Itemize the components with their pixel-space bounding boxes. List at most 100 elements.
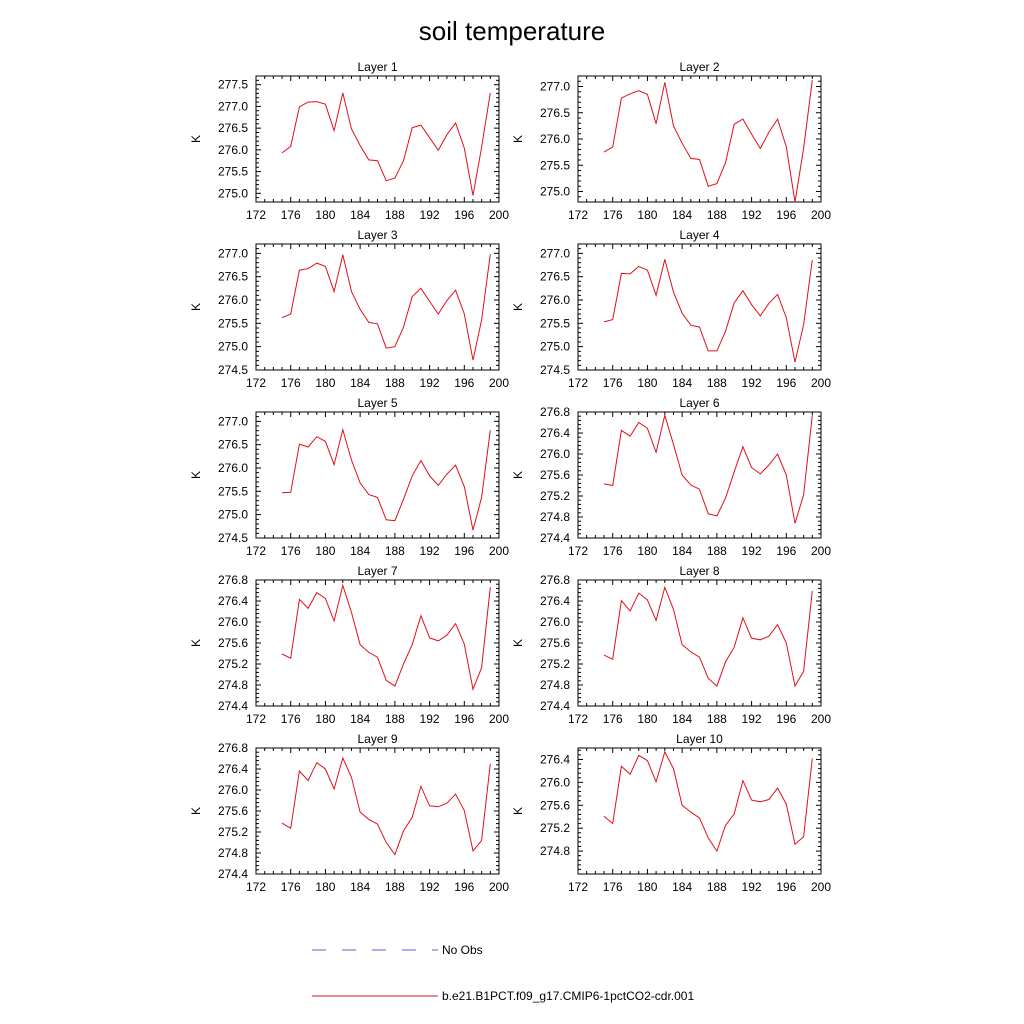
x-tick-label: 196	[454, 544, 474, 558]
y-axis-label: K	[511, 639, 525, 647]
y-tick-label: 275.6	[540, 636, 570, 650]
y-tick-label: 276.4	[540, 594, 570, 608]
y-tick-label: 277.0	[540, 246, 570, 260]
x-tick-label: 172	[568, 544, 588, 558]
x-tick-label: 184	[350, 376, 370, 390]
x-tick-label: 184	[350, 712, 370, 726]
legend-item-2: b.e21.B1PCT.f09_g17.CMIP6-1pctCO2-cdr.00…	[312, 989, 694, 1003]
x-tick-label: 172	[568, 376, 588, 390]
x-tick-label: 180	[637, 712, 657, 726]
y-tick-label: 276.8	[540, 405, 570, 419]
y-tick-label: 275.2	[218, 657, 248, 671]
panel-title: Layer 5	[357, 396, 397, 410]
y-tick-label: 275.0	[540, 340, 570, 354]
y-tick-label: 274.8	[218, 678, 248, 692]
x-tick-label: 188	[707, 208, 727, 222]
y-tick-label: 276.0	[540, 775, 570, 789]
legend-label: b.e21.B1PCT.f09_g17.CMIP6-1pctCO2-cdr.00…	[442, 989, 694, 1003]
y-axis-label: K	[511, 471, 525, 479]
x-tick-label: 196	[776, 712, 796, 726]
y-tick-label: 274.5	[218, 363, 248, 377]
x-tick-label: 188	[707, 544, 727, 558]
y-tick-label: 275.6	[540, 798, 570, 812]
y-tick-label: 275.6	[540, 468, 570, 482]
x-tick-label: 180	[315, 712, 335, 726]
panel-title: Layer 7	[357, 564, 397, 578]
x-tick-label: 188	[385, 376, 405, 390]
y-tick-label: 276.4	[540, 426, 570, 440]
x-tick-label: 176	[603, 712, 623, 726]
y-tick-label: 277.0	[540, 80, 570, 94]
x-tick-label: 172	[246, 208, 266, 222]
x-tick-label: 188	[385, 544, 405, 558]
x-tick-label: 196	[454, 880, 474, 894]
x-tick-label: 184	[672, 712, 692, 726]
panels: Layer 1 172 176 180 184 188 192 196 200 275.0 275.…	[189, 60, 831, 894]
legend: No Obs b.e21.B1PCT.f09_g17.CMIP6-1pctCO2-…	[312, 943, 694, 1003]
y-tick-label: 275.2	[540, 489, 570, 503]
x-tick-label: 192	[742, 208, 762, 222]
y-tick-label: 275.6	[218, 636, 248, 650]
x-tick-label: 180	[315, 208, 335, 222]
y-tick-label: 276.4	[218, 762, 248, 776]
series-line	[603, 413, 813, 524]
y-tick-label: 275.5	[218, 484, 248, 498]
x-tick-label: 180	[637, 376, 657, 390]
y-tick-label: 274.5	[540, 363, 570, 377]
x-tick-label: 184	[672, 208, 692, 222]
y-tick-label: 276.0	[540, 447, 570, 461]
x-tick-label: 180	[637, 208, 657, 222]
y-tick-label: 274.8	[540, 844, 570, 858]
y-tick-label: 274.4	[540, 699, 570, 713]
y-tick-label: 276.5	[218, 270, 248, 284]
x-tick-label: 180	[315, 880, 335, 894]
x-tick-label: 188	[385, 208, 405, 222]
plot-frame	[255, 747, 500, 875]
y-axis-label: K	[189, 135, 203, 143]
legend-item-1: No Obs	[312, 943, 483, 957]
series-line	[281, 756, 491, 856]
chart-title: soil temperature	[419, 16, 605, 46]
x-tick-label: 184	[672, 376, 692, 390]
y-tick-label: 276.4	[218, 594, 248, 608]
x-tick-label: 184	[672, 544, 692, 558]
x-tick-label: 200	[489, 712, 509, 726]
series-line	[603, 585, 813, 688]
panel-3: Layer 3 172 176 180 184 188 192 196 200 274.5 275.…	[189, 228, 509, 390]
x-tick-label: 172	[568, 712, 588, 726]
panel-title: Layer 3	[357, 228, 397, 242]
y-tick-label: 276.5	[218, 438, 248, 452]
y-tick-label: 276.0	[540, 615, 570, 629]
legend-label: No Obs	[442, 943, 483, 957]
y-tick-label: 275.0	[218, 186, 248, 200]
y-tick-label: 276.0	[218, 293, 248, 307]
x-tick-label: 192	[742, 712, 762, 726]
y-tick-label: 275.5	[540, 158, 570, 172]
x-tick-label: 200	[811, 880, 831, 894]
y-tick-label: 275.5	[540, 316, 570, 330]
x-tick-label: 192	[420, 712, 440, 726]
x-tick-label: 200	[489, 376, 509, 390]
y-tick-label: 275.5	[218, 316, 248, 330]
panel-title: Layer 8	[679, 564, 719, 578]
panel-title: Layer 4	[679, 228, 719, 242]
x-tick-label: 192	[420, 376, 440, 390]
x-tick-label: 200	[489, 208, 509, 222]
panel-7: Layer 7 172 176 180 184 188 192 196 200 274.4 274.…	[189, 564, 509, 726]
series-line	[603, 259, 813, 363]
series-line	[281, 254, 491, 361]
series-line	[281, 92, 491, 196]
y-axis-label: K	[189, 303, 203, 311]
x-tick-label: 184	[350, 208, 370, 222]
x-tick-label: 184	[350, 544, 370, 558]
y-tick-label: 276.0	[540, 132, 570, 146]
panel-title: Layer 1	[357, 60, 397, 74]
x-tick-label: 192	[420, 544, 440, 558]
x-tick-label: 176	[281, 208, 301, 222]
y-tick-label: 277.0	[218, 414, 248, 428]
x-tick-label: 188	[385, 880, 405, 894]
x-tick-label: 188	[707, 880, 727, 894]
panel-8: Layer 8 172 176 180 184 188 192 196 200 274.4 274.…	[511, 564, 831, 726]
y-tick-label: 276.0	[218, 615, 248, 629]
